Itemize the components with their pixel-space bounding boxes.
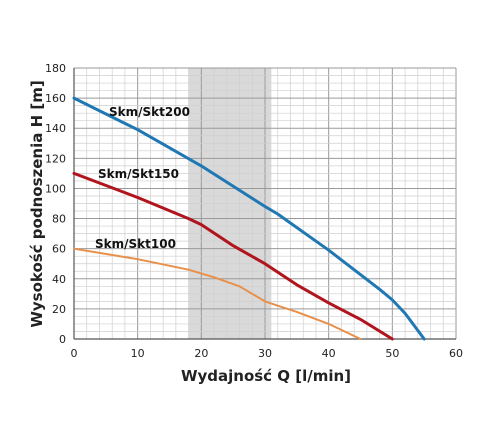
x-tick-label: 30 — [258, 347, 272, 360]
y-tick-label: 120 — [45, 152, 66, 165]
y-tick-label: 80 — [52, 213, 66, 226]
series-label-skm-skt200: Skm/Skt200 — [109, 105, 190, 119]
tick-label-layer: 0 10 20 30 40 50 60 0 20 40 60 80 100 120 140 160 180 — [45, 62, 463, 360]
x-tick-label: 10 — [131, 347, 145, 360]
x-axis-title: Wydajność Q [l/min] — [181, 367, 351, 385]
x-tick-label: 60 — [449, 347, 463, 360]
series-label-skm-skt100: Skm/Skt100 — [95, 237, 176, 251]
x-tick-label: 50 — [385, 347, 399, 360]
series-line-skm-skt200 — [72, 96, 426, 341]
y-tick-label: 20 — [52, 303, 66, 316]
series-line-skm-skt150 — [72, 171, 394, 341]
y-tick-label: 140 — [45, 122, 66, 135]
series-label-skm-skt150: Skm/Skt150 — [98, 167, 179, 181]
x-tick-label: 40 — [322, 347, 336, 360]
series-layer — [72, 96, 426, 341]
y-tick-label: 100 — [45, 182, 66, 195]
y-axis-title: Wysokość podnoszenia H [m] — [28, 80, 46, 327]
series-line-skm-skt100 — [73, 247, 362, 340]
x-tick-label: 20 — [194, 347, 208, 360]
y-tick-label: 60 — [52, 243, 66, 256]
y-tick-label: 160 — [45, 92, 66, 105]
x-tick-label: 0 — [71, 347, 78, 360]
y-tick-label: 0 — [59, 333, 66, 346]
y-tick-label: 180 — [45, 62, 66, 75]
y-tick-label: 40 — [52, 273, 66, 286]
